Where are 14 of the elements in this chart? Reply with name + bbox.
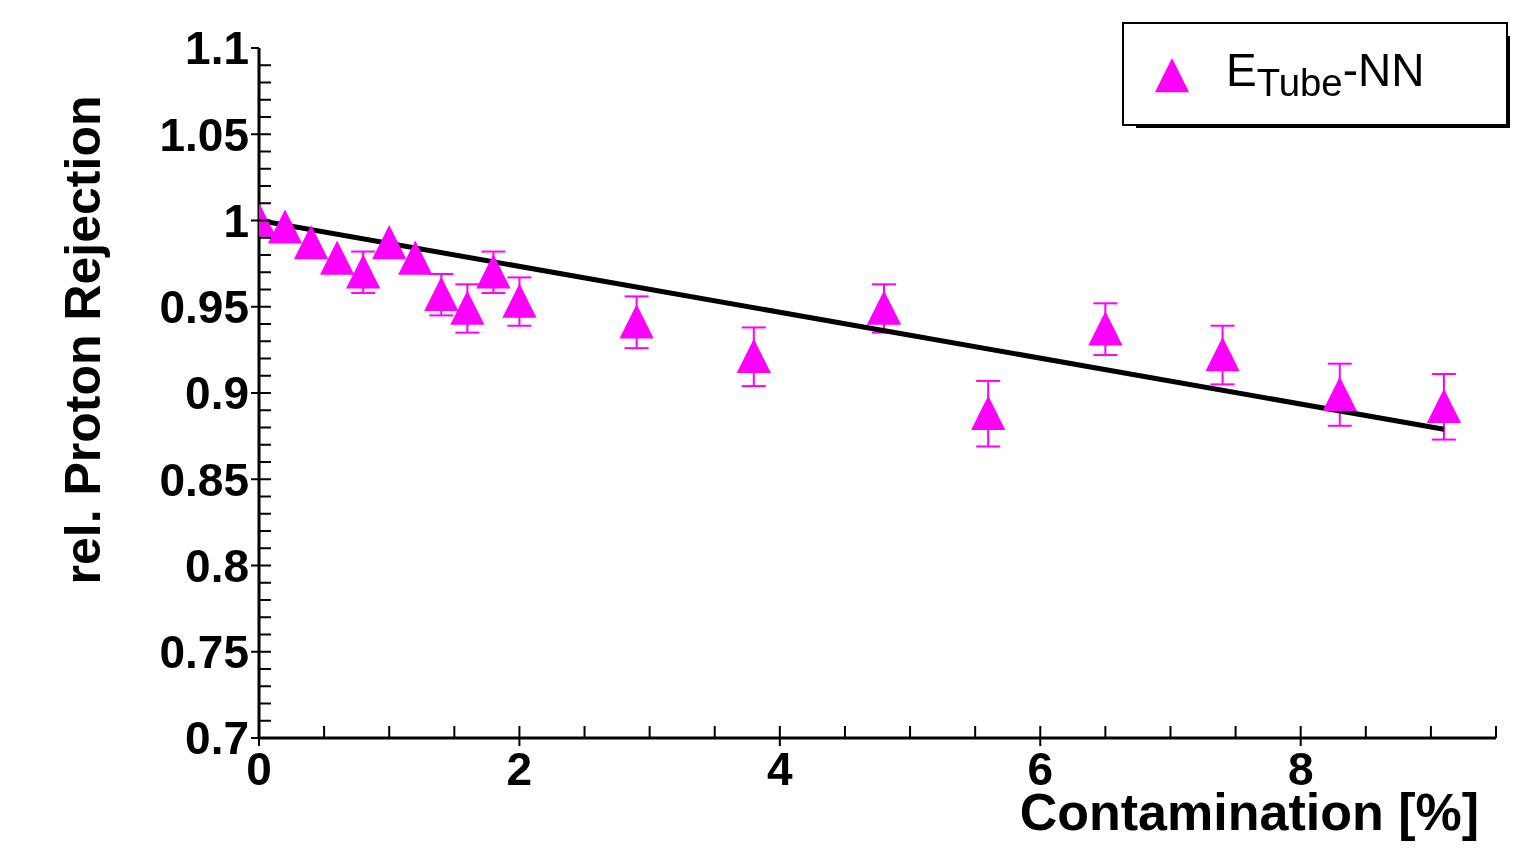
y-tick-label: 0.75 (159, 626, 249, 679)
y-tick-label: 1 (223, 194, 249, 247)
y-axis-title: rel. Proton Rejection (55, 95, 111, 585)
y-tick-label: 0.85 (159, 453, 249, 506)
x-tick-label: 4 (767, 742, 794, 795)
y-tick-label: 0.8 (185, 539, 249, 592)
x-tick-label: 2 (506, 742, 533, 795)
y-tick-label: 0.7 (185, 712, 249, 765)
y-tick-label: 0.9 (185, 367, 249, 420)
x-tick-label: 0 (246, 742, 272, 795)
legend-label: E$_{Tube}$-NN (1226, 42, 1425, 106)
y-tick-label: 1.05 (159, 108, 249, 161)
y-tick-label: 0.95 (159, 281, 249, 334)
y-tick-label: 1.1 (185, 22, 249, 75)
